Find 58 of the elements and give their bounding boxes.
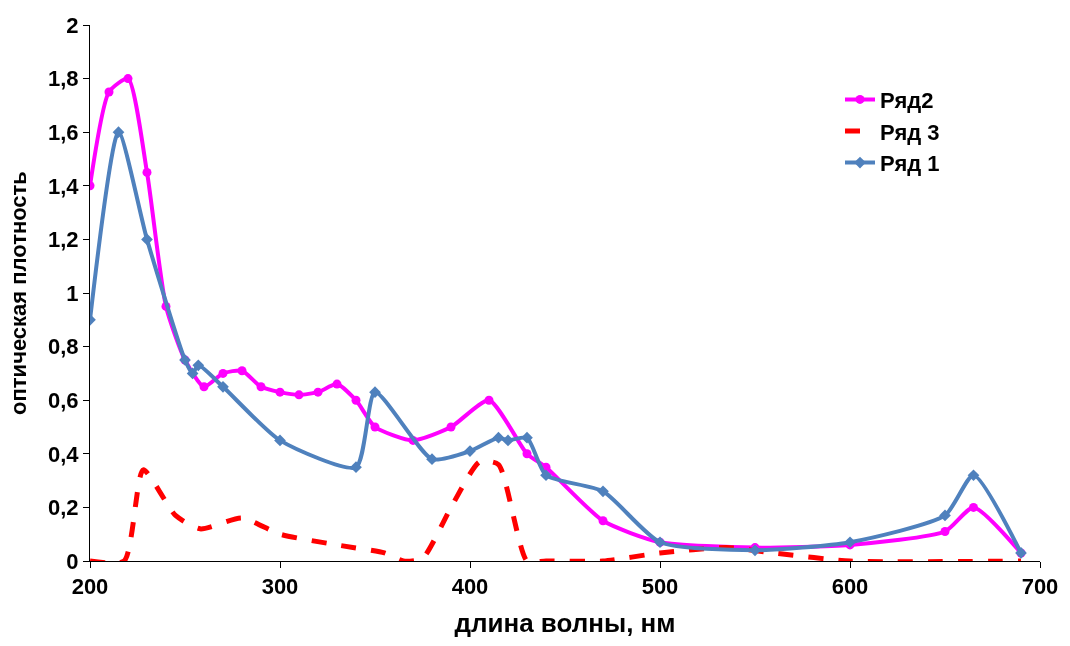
point: [256, 382, 266, 392]
point: [521, 431, 533, 444]
y-axis-title: оптическая плотность: [5, 171, 31, 415]
point: [294, 390, 304, 400]
point: [112, 126, 125, 139]
x-axis-title: длина волны, нм: [454, 608, 676, 639]
point: [218, 368, 228, 378]
y-tick-label: 0: [66, 548, 79, 574]
point: [192, 359, 205, 372]
y-tick-label: 1,4: [48, 173, 80, 199]
point: [446, 422, 456, 432]
point: [104, 87, 114, 97]
x-tick-label: 200: [71, 574, 109, 600]
point: [844, 536, 856, 549]
point: [370, 422, 380, 432]
x-tick-label: 500: [641, 574, 679, 600]
point: [332, 379, 342, 389]
point: [369, 386, 381, 399]
y-tick-label: 0,8: [48, 334, 79, 360]
point: [313, 387, 323, 397]
legend-label: Ряд 3: [880, 119, 940, 145]
y-tick-label: 1,6: [48, 119, 79, 145]
y-tick-label: 1: [66, 280, 79, 306]
y-tick-label: 0,2: [48, 495, 79, 521]
x-tick-label: 300: [261, 574, 299, 600]
y-tick-label: 0,6: [48, 387, 79, 413]
x-tick-label: 600: [831, 574, 869, 600]
point: [484, 395, 494, 405]
point: [237, 366, 247, 376]
point: [939, 509, 951, 522]
point: [142, 167, 152, 177]
point: [199, 382, 209, 392]
point: [351, 395, 361, 405]
point: [540, 469, 552, 482]
point: [598, 516, 608, 526]
x-tick-label: 700: [1021, 574, 1059, 600]
x-tick-label: 400: [451, 574, 489, 600]
point: [492, 431, 505, 444]
point: [940, 527, 950, 537]
point: [123, 74, 133, 84]
y-tick-label: 0,4: [48, 441, 80, 467]
point: [217, 380, 229, 393]
point: [969, 502, 978, 512]
point: [426, 453, 438, 466]
point: [350, 461, 362, 474]
legend-label: Ряд 1: [880, 151, 940, 177]
point: [522, 449, 532, 459]
y-tick-label: 2: [66, 12, 79, 38]
y-tick-label: 1,2: [48, 227, 79, 253]
point: [597, 485, 609, 498]
point: [186, 367, 199, 380]
point: [274, 434, 286, 447]
point: [141, 233, 153, 246]
legend-label: Ряд2: [880, 87, 934, 113]
point: [275, 387, 285, 397]
y-tick-label: 1,8: [48, 66, 79, 92]
point: [502, 434, 514, 447]
point: [967, 469, 980, 482]
